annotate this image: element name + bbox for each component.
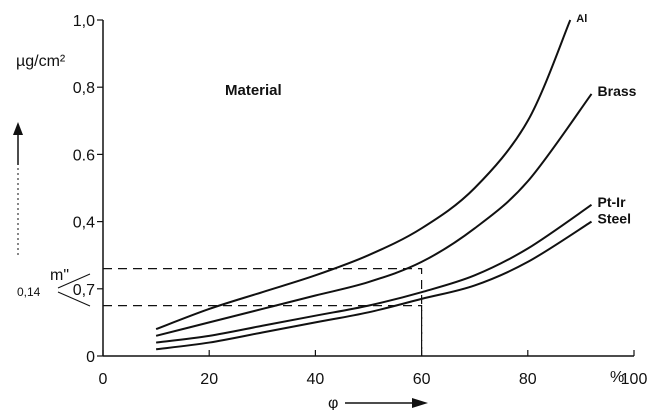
reference-dashed-line <box>103 305 423 356</box>
tick-labels: 0 0,7 0,4 0.6 0,8 1,0 0 20 40 60 80 100 <box>73 13 648 388</box>
series-line-steel <box>155 220 593 351</box>
y-tick-label: 0,4 <box>73 215 95 232</box>
x-tick-label: 40 <box>307 371 325 388</box>
x-tick-label: 0 <box>99 371 108 388</box>
series-label-pt-ir: Pt-Ir <box>598 194 627 210</box>
series-line-al <box>155 19 572 331</box>
x-tick-label: 80 <box>519 371 537 388</box>
reference-dashed-line <box>103 268 423 356</box>
x-axis-arrow <box>345 398 428 408</box>
series-line-pt-ir <box>155 203 593 344</box>
y-axis-arrow <box>13 122 23 255</box>
marked-value-label: 0,14 <box>17 285 41 299</box>
series-line-brass <box>155 93 593 337</box>
x-axis-label: φ <box>328 395 338 410</box>
y-tick-label: 0 <box>86 349 95 366</box>
marked-value-pointer <box>57 273 91 307</box>
x-tick-label: 20 <box>200 371 218 388</box>
series-label-brass: Brass <box>598 83 637 99</box>
x-unit-label: % <box>610 369 624 386</box>
x-tick-label: 100 <box>621 371 648 388</box>
y-axis-label: m" <box>50 267 69 284</box>
y-tick-label: 1,0 <box>73 13 95 30</box>
reference-lines <box>103 268 423 356</box>
y-tick-label: 0,8 <box>73 80 95 97</box>
y-unit-label: µg/cm² <box>16 53 66 70</box>
y-tick-label: 0,7 <box>73 282 95 299</box>
series-label-al: Al <box>576 13 587 25</box>
y-tick-label: 0.6 <box>73 147 95 164</box>
legend-title: Material <box>225 82 282 99</box>
x-tick-label: 60 <box>413 371 431 388</box>
series-label-steel: Steel <box>598 211 631 227</box>
